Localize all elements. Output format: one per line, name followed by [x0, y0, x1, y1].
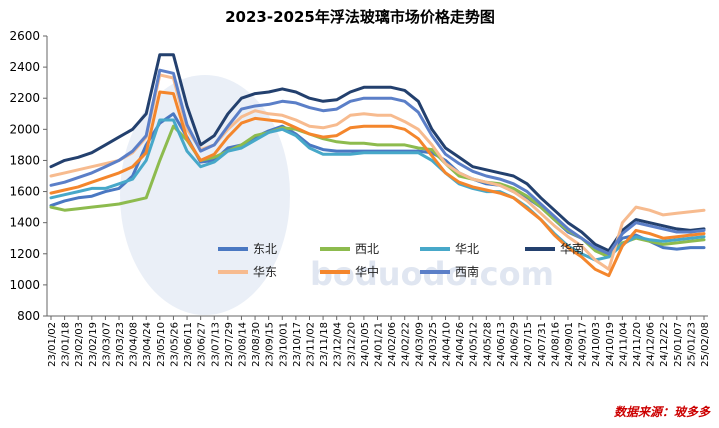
x-tick-label: 24/01/05 [360, 322, 371, 367]
legend-label-0: 东北 [253, 242, 277, 256]
x-tick-label: 23/11/18 [319, 322, 330, 367]
y-tick-label: 1600 [9, 185, 40, 199]
legend-label-5: 华中 [355, 264, 379, 279]
x-tick-label: 24/06/13 [496, 322, 507, 367]
x-tick-label: 24/02/22 [401, 322, 412, 367]
y-tick-label: 1200 [9, 247, 40, 261]
x-tick-label: 23/05/10 [156, 322, 167, 367]
x-tick-label: 24/07/15 [523, 322, 534, 367]
series-lines [49, 53, 706, 278]
x-tick-label: 24/03/09 [414, 322, 425, 367]
y-tick-label: 1400 [9, 216, 40, 230]
x-tick-label: 23/09/15 [265, 322, 276, 367]
x-tick-label: 23/12/04 [333, 322, 344, 367]
x-tick-label: 24/05/12 [469, 322, 480, 367]
x-tick-label: 24/04/26 [455, 322, 466, 367]
x-tick-label: 24/05/28 [482, 322, 493, 367]
legend-label-4: 华东 [253, 265, 277, 279]
x-tick-label: 24/12/06 [646, 322, 657, 367]
y-tick-label: 1000 [9, 278, 40, 292]
y-tick-label: 2400 [9, 60, 40, 74]
x-tick-label: 23/04/24 [142, 322, 153, 367]
x-tick-label: 23/02/19 [88, 322, 99, 367]
watermark-logo-shape [120, 75, 290, 315]
x-tick-label: 23/07/13 [210, 322, 221, 367]
x-tick-label: 25/01/23 [686, 322, 697, 367]
x-tick-label: 23/01/18 [61, 322, 72, 367]
x-tick-label: 24/12/22 [659, 322, 670, 367]
x-tick-label: 23/10/01 [278, 322, 289, 367]
x-tick-label: 24/04/10 [442, 322, 453, 367]
series-line-1 [49, 124, 706, 259]
x-tick-label: 24/06/29 [510, 322, 521, 367]
x-tick-label: 24/11/20 [632, 322, 643, 367]
x-tick-label: 23/03/23 [115, 322, 126, 367]
legend-label-3: 华南 [560, 241, 584, 256]
x-tick-label: 24/02/06 [387, 322, 398, 367]
x-tick-label: 23/06/27 [197, 322, 208, 367]
x-tick-label: 24/07/31 [537, 322, 548, 367]
x-tick-label: 24/10/03 [591, 322, 602, 367]
x-tick-label: 24/03/25 [428, 322, 439, 367]
y-tick-label: 800 [17, 309, 40, 323]
chart-title: 2023-2025年浮法玻璃市场价格走势图 [225, 8, 495, 26]
x-tick-label: 23/04/08 [129, 322, 140, 367]
x-tick-label: 25/01/07 [673, 322, 684, 367]
x-tick-label: 23/06/11 [183, 322, 194, 367]
legend-label-2: 华北 [455, 242, 479, 256]
x-tick-label: 24/10/19 [605, 322, 616, 367]
x-tick-label: 24/09/01 [564, 322, 575, 367]
x-tick-label: 23/12/20 [346, 322, 357, 367]
x-tick-label: 23/07/29 [224, 322, 235, 367]
x-tick-label: 25/02/08 [700, 322, 711, 367]
y-tick-label: 2600 [9, 29, 40, 43]
x-tick-label: 23/08/30 [251, 322, 262, 367]
legend-label-6: 西南 [455, 264, 479, 279]
series-line-6 [49, 68, 706, 256]
series-line-5 [49, 90, 706, 278]
y-axis-ticks: 800 1000 1200 1400 1600 1800 2000 2200 2400 2600 [9, 29, 47, 323]
x-tick-label: 23/11/02 [305, 322, 316, 367]
x-tick-label: 23/01/02 [47, 322, 58, 367]
x-tick-label: 24/01/21 [374, 322, 385, 367]
x-tick-label: 23/02/03 [74, 322, 85, 367]
series-line-3 [49, 53, 706, 253]
x-tick-label: 24/08/16 [550, 322, 561, 367]
watermark: boduodo.com [120, 75, 554, 315]
x-tick-label: 23/10/17 [292, 322, 303, 367]
x-tick-label: 23/05/26 [169, 322, 180, 367]
y-tick-label: 1800 [9, 153, 40, 167]
x-tick-label: 23/03/07 [101, 322, 112, 367]
x-tick-label: 23/08/14 [237, 322, 248, 367]
x-axis-ticks: 23/01/02 23/01/18 23/02/03 23/02/19 23/03/07… [47, 316, 711, 367]
y-tick-label: 2200 [9, 91, 40, 105]
y-tick-label: 2000 [9, 122, 40, 136]
data-source-note: 数据来源：玻多多 [614, 405, 711, 419]
x-tick-label: 24/11/04 [618, 322, 629, 367]
legend-label-1: 西北 [355, 242, 379, 256]
x-tick-label: 24/09/17 [578, 322, 589, 367]
